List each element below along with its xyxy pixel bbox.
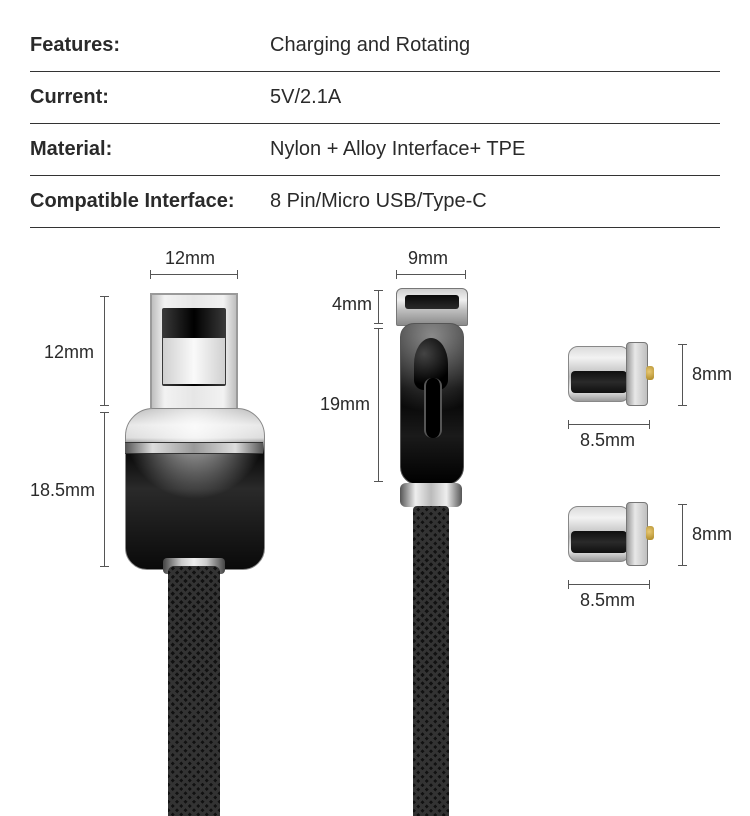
spec-table: Features: Charging and Rotating Current:… (0, 0, 750, 228)
spec-value: 5V/2.1A (270, 86, 341, 109)
tip-pin (646, 526, 654, 540)
dim-line (378, 328, 379, 482)
spec-label: Current: (30, 86, 270, 109)
spec-value: Nylon + Alloy Interface+ TPE (270, 138, 525, 161)
magnetic-tip-1 (568, 338, 650, 408)
diagram-area: 12mm 12mm 18.5mm 9mm 4mm 19mm 8mm 8.5mm … (0, 238, 750, 748)
spec-label: Compatible Interface: (30, 190, 270, 213)
magnetic-braided-cable (413, 506, 449, 816)
spec-row: Compatible Interface: 8 Pin/Micro USB/Ty… (30, 176, 720, 228)
dim-usb-housing-height: 18.5mm (30, 480, 95, 501)
usb-housing (125, 408, 265, 570)
usb-braided-cable (168, 566, 220, 816)
magnetic-head-cap (396, 288, 468, 326)
tip-body (568, 346, 630, 402)
tip-body (568, 506, 630, 562)
spec-value: 8 Pin/Micro USB/Type-C (270, 190, 487, 213)
dim-line (104, 412, 105, 567)
spec-row: Features: Charging and Rotating (30, 20, 720, 72)
dim-tip1-width: 8.5mm (580, 430, 635, 451)
dim-tip2-height: 8mm (692, 524, 732, 545)
magnetic-slot (424, 378, 442, 438)
dim-line (378, 290, 379, 324)
dim-line (568, 424, 650, 425)
dim-line (682, 344, 683, 406)
tip-band (571, 371, 627, 393)
tip-cap (626, 342, 648, 406)
spec-row: Current: 5V/2.1A (30, 72, 720, 124)
dim-mag-top-height: 4mm (332, 294, 372, 315)
dim-usb-metal-height: 12mm (44, 342, 94, 363)
dim-mag-top-width: 9mm (408, 248, 448, 269)
tip-cap (626, 502, 648, 566)
dim-tip2-width: 8.5mm (580, 590, 635, 611)
spec-value: Charging and Rotating (270, 34, 470, 57)
spec-row: Material: Nylon + Alloy Interface+ TPE (30, 124, 720, 176)
tip-pin (646, 366, 654, 380)
magnetic-tip-2 (568, 498, 650, 568)
spec-label: Features: (30, 34, 270, 57)
dim-line (682, 504, 683, 566)
dim-line (396, 274, 466, 275)
tip-band (571, 531, 627, 553)
spec-label: Material: (30, 138, 270, 161)
dim-tip1-height: 8mm (692, 364, 732, 385)
dim-line (104, 296, 105, 406)
dim-line (568, 584, 650, 585)
dim-usb-top-width: 12mm (165, 248, 215, 269)
usb-tongue (163, 338, 225, 384)
usb-housing-ring (125, 442, 263, 454)
dim-line (150, 274, 238, 275)
dim-mag-body-height: 19mm (320, 394, 370, 415)
magnetic-strain-relief (400, 483, 462, 507)
